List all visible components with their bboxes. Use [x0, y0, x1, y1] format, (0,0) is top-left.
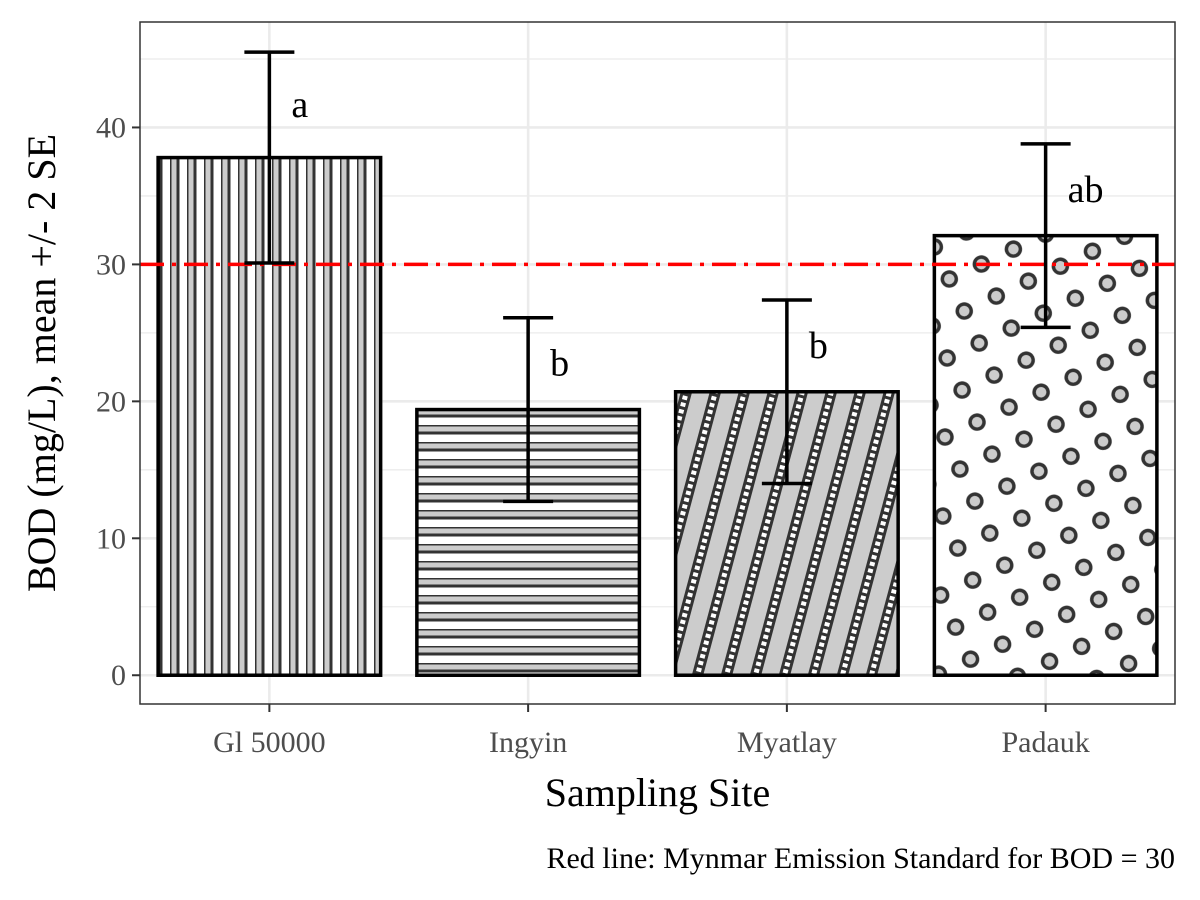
- x-axis-title: Sampling Site: [545, 770, 771, 815]
- error-bars: [244, 50, 1071, 504]
- error-bar: [503, 316, 554, 504]
- error-bar: [761, 298, 812, 486]
- x-tick-label: Myatlay: [737, 726, 837, 759]
- y-tick-label: 30: [96, 248, 126, 281]
- error-bar: [244, 50, 295, 265]
- chart-caption: Red line: Mynmar Emission Standard for B…: [546, 842, 1175, 875]
- significance-label: a: [291, 84, 308, 126]
- x-tick-label: Ingyin: [489, 726, 567, 759]
- significance-labels: ab bab: [291, 84, 1103, 385]
- y-tick-label: 10: [96, 522, 126, 555]
- significance-label: ab: [1068, 169, 1104, 211]
- y-tick-label: 0: [111, 659, 126, 692]
- significance-label: b: [550, 343, 569, 385]
- y-axis: 0 10 20 30 40: [96, 111, 140, 692]
- y-tick-label: 20: [96, 385, 126, 418]
- y-tick-label: 40: [96, 111, 126, 144]
- y-axis-title: BOD (mg/L), mean +/- 2 SE: [19, 134, 64, 592]
- x-tick-label: Gl 50000: [213, 726, 326, 759]
- panel-border: [139, 21, 1176, 705]
- bars: [156, 155, 1159, 677]
- error-bar: [1020, 142, 1071, 330]
- significance-label: b: [809, 325, 828, 367]
- x-axis: Gl 50000 Ingyin Myatlay Padauk: [213, 704, 1090, 759]
- x-tick-label: Padauk: [1001, 726, 1089, 759]
